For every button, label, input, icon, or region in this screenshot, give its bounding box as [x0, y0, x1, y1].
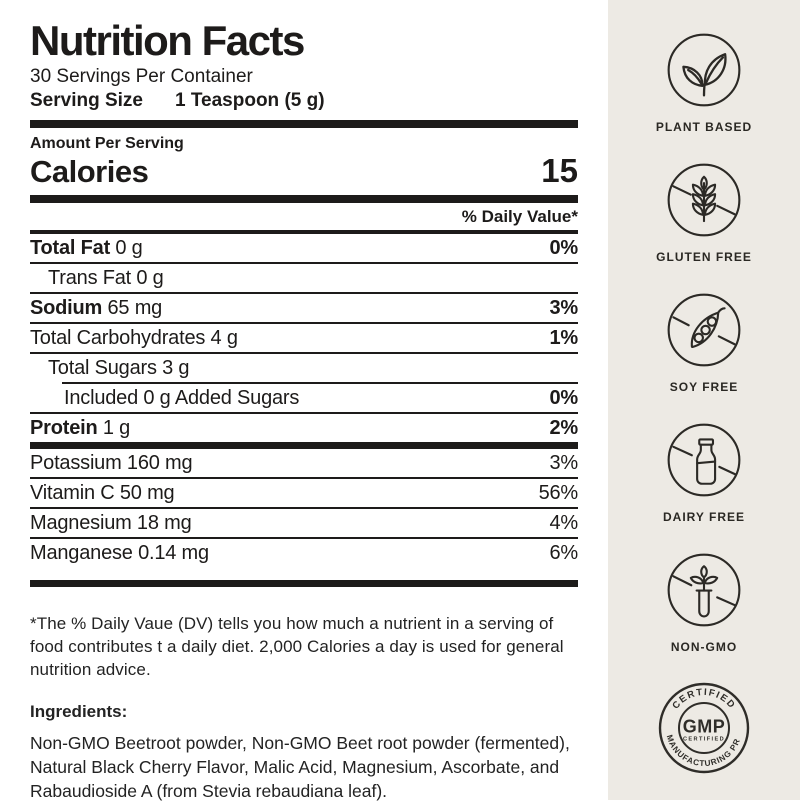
- ingredients-heading: Ingredients:: [30, 702, 128, 722]
- gmp-seal: ★ CERTIFIED ★ GOOD MANUFACTURING PRACTIC…: [656, 680, 750, 774]
- daily-value: 3%: [549, 297, 578, 320]
- daily-value: 6%: [549, 542, 578, 565]
- nutrient-amount: Magnesium 18 mg: [30, 512, 192, 535]
- soy-pod-icon: [667, 293, 741, 367]
- nutrient-amount: 1 g: [97, 417, 131, 440]
- daily-value: 0%: [549, 387, 578, 410]
- badge-gmp-certified: ★ CERTIFIED ★ GOOD MANUFACTURING PRACTIC…: [656, 676, 752, 780]
- ingredients-text: Non-GMO Beetroot powder, Non-GMO Beet ro…: [30, 733, 570, 802]
- gmp-seal-center-subtext: CERTIFIED: [683, 737, 725, 743]
- badge-gluten-free: GLUTEN FREE: [656, 156, 752, 286]
- daily-value-header: % Daily Value*: [461, 207, 578, 227]
- nutrient-row-vitamin-c: Vitamin C 50 mg 56%: [30, 479, 579, 510]
- daily-value: 2%: [549, 417, 578, 440]
- nutrition-facts-panel: Nutrition Facts 30 Servings Per Containe…: [30, 17, 579, 803]
- wheat-icon: [667, 163, 741, 237]
- nutrient-name: Total Fat: [30, 237, 111, 260]
- badge-label: PLANT BASED: [655, 120, 753, 134]
- amount-per-serving-label: Amount Per Serving: [30, 135, 184, 153]
- leaf-icon: [667, 33, 741, 107]
- calories-value: 15: [541, 152, 578, 190]
- daily-value-footnote: *The % Daily Vaue (DV) tells you how muc…: [30, 614, 564, 680]
- nutrient-row-total-carbohydrates: Total Carbohydrates 4 g 1%: [30, 324, 578, 355]
- serving-size-value: 1 Teaspoon (5 g): [175, 89, 325, 111]
- nutrient-row-total-sugars: Total Sugars 3 g: [30, 354, 578, 382]
- thick-rule: [30, 442, 578, 450]
- milk-bottle-icon: [667, 423, 741, 497]
- nutrient-amount: Included 0 g Added Sugars: [64, 387, 300, 410]
- badge-soy-free: SOY FREE: [666, 286, 742, 416]
- nutrient-row-sodium: Sodium 65 mg 3%: [30, 294, 578, 325]
- badge-label: DAIRY FREE: [662, 510, 745, 524]
- badge-dairy-free: DAIRY FREE: [663, 416, 745, 546]
- medium-rule: [30, 230, 578, 235]
- nutrient-row-manganese: Manganese 0.14 mg 6%: [30, 539, 578, 567]
- nutrient-amount: 0 g: [110, 237, 143, 260]
- badge-label: GLUTEN FREE: [656, 250, 752, 264]
- nutrient-row-trans-fat: Trans Fat 0 g: [30, 264, 578, 295]
- badge-label: SOY FREE: [669, 380, 739, 394]
- badge-label: NON-GMO: [670, 640, 738, 654]
- test-tube-plant-icon: [667, 553, 741, 627]
- nutrient-amount: Potassium 160 mg: [30, 452, 193, 475]
- serving-size-row: Serving Size 1 Teaspoon (5 g): [30, 90, 578, 113]
- nutrient-amount: Trans Fat 0 g: [48, 267, 164, 290]
- nutrient-row-total-fat: Total Fat 0 g 0%: [30, 234, 578, 265]
- daily-value: 0%: [549, 237, 578, 260]
- gmp-seal-center-text: GMP: [683, 717, 726, 737]
- daily-value: 3%: [549, 452, 578, 475]
- badge-sidebar: PLANT BASED GLUTEN FREE: [608, 0, 800, 800]
- nutrient-amount: Total Carbohydrates 4 g: [30, 327, 238, 350]
- calories-label: Calories: [30, 154, 149, 190]
- nutrient-amount: Total Sugars 3 g: [48, 357, 190, 380]
- nutrient-amount: 65 mg: [102, 297, 163, 320]
- nutrient-name: Sodium: [30, 297, 103, 320]
- badge-plant-based: PLANT BASED: [656, 26, 752, 156]
- thick-rule: [30, 120, 578, 129]
- nutrient-row-potassium: Potassium 160 mg 3%: [30, 449, 578, 480]
- daily-value: 56%: [538, 482, 579, 505]
- nutrient-amount: Manganese 0.14 mg: [30, 542, 209, 565]
- servings-per-container: 30 Servings Per Container: [30, 65, 253, 87]
- nutrition-facts-title: Nutrition Facts: [30, 17, 305, 64]
- nutrient-row-protein: Protein 1 g 2%: [30, 414, 578, 442]
- indented-rule: [62, 382, 578, 385]
- thick-rule: [30, 580, 578, 588]
- daily-value: 1%: [549, 327, 578, 350]
- thick-rule: [30, 195, 578, 204]
- daily-value: 4%: [549, 512, 578, 535]
- nutrient-row-added-sugars: Included 0 g Added Sugars 0%: [30, 384, 578, 415]
- nutrient-row-magnesium: Magnesium 18 mg 4%: [30, 509, 578, 540]
- nutrient-name: Protein: [30, 417, 98, 440]
- serving-size-label: Serving Size: [30, 89, 143, 111]
- badge-non-gmo: NON-GMO: [666, 546, 742, 676]
- nutrient-amount: Vitamin C 50 mg: [30, 482, 175, 505]
- calories-row: Calories 15: [30, 154, 578, 189]
